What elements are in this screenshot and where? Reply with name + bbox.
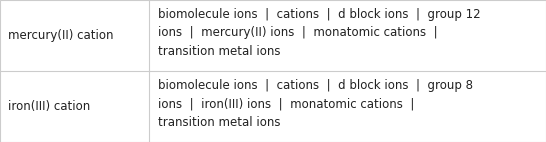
Text: mercury(II) cation: mercury(II) cation <box>8 29 114 42</box>
Text: biomolecule ions  |  cations  |  d block ions  |  group 12
ions  |  mercury(II) : biomolecule ions | cations | d block ion… <box>158 8 481 58</box>
Text: iron(III) cation: iron(III) cation <box>8 100 91 113</box>
Text: biomolecule ions  |  cations  |  d block ions  |  group 8
ions  |  iron(III) ion: biomolecule ions | cations | d block ion… <box>158 79 473 129</box>
